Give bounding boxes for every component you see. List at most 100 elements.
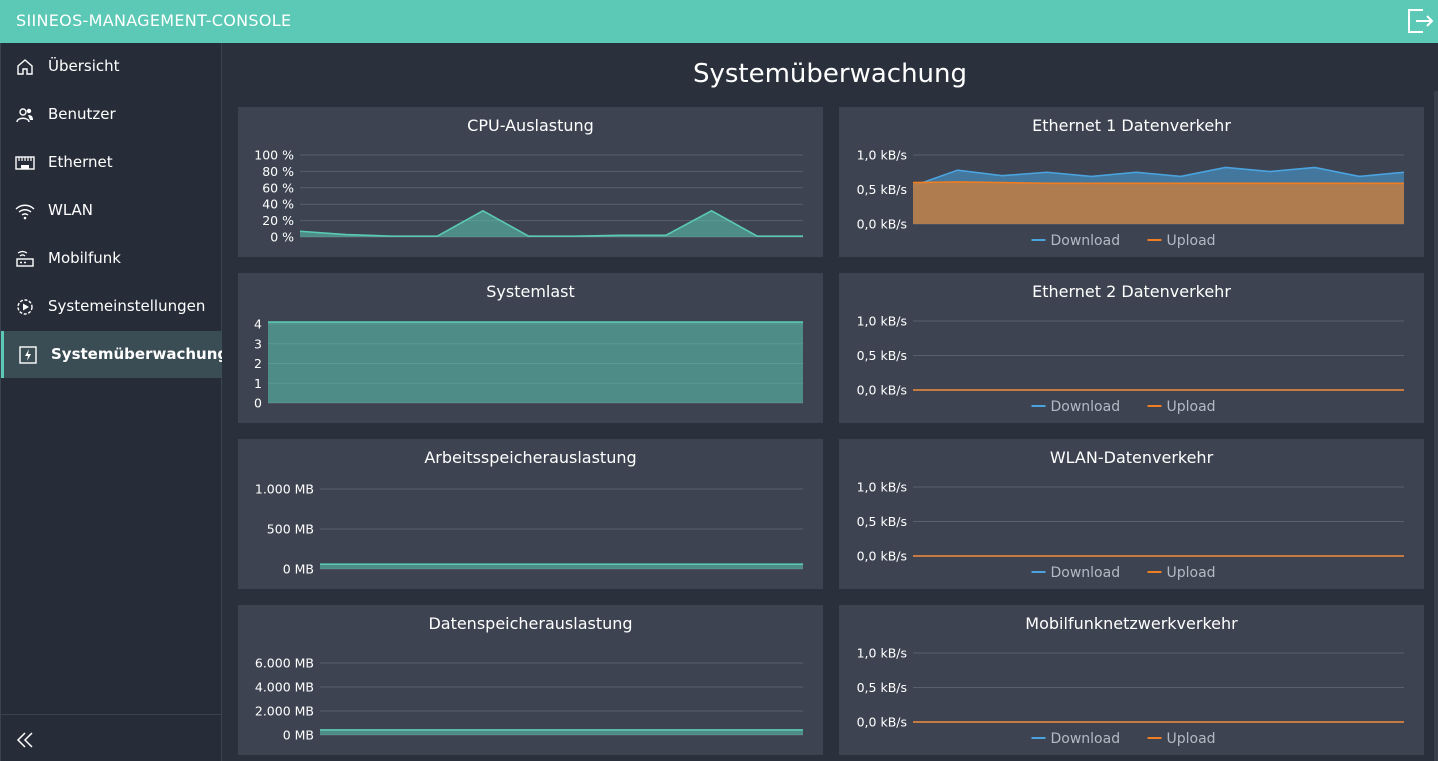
y-tick-label: 1 (254, 376, 262, 391)
y-tick-label: 0,5 kB/s (857, 348, 907, 363)
sidebar-item-label: WLAN (48, 201, 94, 219)
y-tick-label: 80 % (262, 164, 294, 179)
chart-title: Arbeitsspeicherauslastung (424, 448, 637, 467)
chart-card-cpu: CPU-Auslastung 0 % 20 % 40 % 60 % 80 % 100 % (238, 107, 823, 257)
top-bar: SIINEOS-MANAGEMENT-CONSOLE (0, 0, 1438, 43)
series-area-value (300, 210, 803, 237)
y-tick-label: 4 (254, 317, 262, 332)
series-line-value (299, 209, 803, 237)
sidebar-item-uebersicht[interactable]: Übersicht (1, 43, 222, 90)
y-tick-label: 1,0 kB/s (857, 148, 907, 163)
y-tick-label: 1,0 kB/s (857, 480, 907, 495)
legend-label[interactable]: Download (1051, 731, 1121, 747)
chart-title: CPU-Auslastung (467, 116, 594, 135)
y-tick-label: 0,0 kB/s (857, 549, 907, 564)
sidebar-item-label: Übersicht (48, 57, 120, 75)
y-tick-label: 500 MB (267, 522, 314, 537)
series-area-value (320, 729, 803, 735)
legend-label[interactable]: Upload (1167, 399, 1216, 415)
sidebar-item-label: Systemüberwachung (51, 345, 229, 363)
users-icon (16, 108, 33, 123)
legend-label[interactable]: Upload (1167, 565, 1216, 581)
chart-eth2: 0,0 kB/s 0,5 kB/s 1,0 kB/s Download Upload (857, 314, 1404, 415)
y-tick-label: 0 % (270, 230, 294, 245)
chart-systemlast: 0 1 2 3 4 (254, 317, 803, 411)
y-tick-label: 0,5 kB/s (857, 680, 907, 695)
series-area-value (320, 564, 803, 569)
scrollbar[interactable] (1434, 91, 1438, 761)
sidebar-item-label: Ethernet (48, 153, 113, 171)
chart-card-eth2: Ethernet 2 Datenverkehr 0,0 kB/s 0,5 kB/s… (839, 273, 1424, 423)
sidebar-item-label: Systemeinstellungen (48, 297, 206, 315)
chart-card-systemlast: Systemlast 0 1 2 3 4 (238, 273, 823, 423)
series-area-value (268, 322, 803, 403)
y-tick-label: 2 (254, 356, 262, 371)
chart-title: Mobilfunknetzwerkverkehr (1025, 614, 1238, 633)
wifi-icon (15, 204, 35, 220)
settings-icon (17, 299, 33, 315)
sidebar-item-wlan[interactable]: WLAN (1, 187, 222, 234)
y-tick-label: 0,0 kB/s (857, 715, 907, 730)
y-tick-label: 0 MB (283, 728, 314, 743)
chart-ram: 0 MB 500 MB 1.000 MB (255, 482, 803, 577)
main-content: Systemüberwachung CPU-Auslastung 0 % 20 %… (222, 43, 1438, 761)
page-title: Systemüberwachung (692, 59, 968, 89)
chart-cpu: 0 % 20 %40 % 60 %80 %100 % (254, 148, 803, 245)
y-tick-label: 1.000 MB (255, 482, 314, 497)
series-line-download (912, 166, 1405, 187)
y-tick-label: 1,0 kB/s (857, 646, 907, 661)
chart-disk: 0 MB 2.000 MB 4.000 MB 6.000 MB (255, 656, 803, 743)
y-tick-label: 1,0 kB/s (857, 314, 907, 329)
chart-card-wlan: WLAN-Datenverkehr 0,0 kB/s 0,5 kB/s 1,0 kB… (839, 439, 1424, 589)
y-tick-label: 0,0 kB/s (857, 383, 907, 398)
series-area-upload (913, 181, 1404, 224)
chart-card-eth1: Ethernet 1 Datenverkehr 0,0 kB/s 0,5 kB/s… (839, 107, 1424, 257)
ethernet-icon (15, 156, 35, 170)
chart-mobile: 0,0 kB/s 0,5 kB/s 1,0 kB/s Download Upload (857, 646, 1404, 747)
sidebar-divider (1, 714, 222, 715)
chart-card-ram: Arbeitsspeicherauslastung 0 MB 500 MB 1.00… (238, 439, 823, 589)
sidebar-item-label: Benutzer (48, 105, 116, 123)
y-tick-label: 2.000 MB (255, 704, 314, 719)
y-tick-label: 100 % (254, 148, 294, 163)
chart-card-disk: Datenspeicherauslastung 0 MB 2.000 MB 4.00… (238, 605, 823, 755)
sidebar-item-label: Mobilfunk (48, 249, 121, 267)
y-tick-label: 60 % (262, 180, 294, 195)
sidebar-item-systemueberwachung[interactable]: Systemüberwachung (1, 331, 228, 378)
home-icon (17, 59, 33, 75)
y-tick-label: 4.000 MB (255, 680, 314, 695)
chart-title: Systemlast (486, 282, 575, 301)
y-tick-label: 0,5 kB/s (857, 514, 907, 529)
chart-title: Ethernet 2 Datenverkehr (1032, 282, 1231, 301)
legend-label[interactable]: Upload (1167, 233, 1216, 249)
series-line-upload (912, 181, 1404, 185)
sidebar-item-ethernet[interactable]: Ethernet (1, 139, 222, 186)
chart-eth1: 0,0 kB/s 0,5 kB/s 1,0 kB/s Download Upload (857, 148, 1405, 249)
y-tick-label: 0,5 kB/s (857, 182, 907, 197)
legend-label[interactable]: Upload (1167, 731, 1216, 747)
legend-label[interactable]: Download (1051, 233, 1121, 249)
y-tick-label: 0 (254, 396, 262, 411)
sidebar-item-mobilfunk[interactable]: Mobilfunk (1, 235, 222, 282)
router-icon (16, 250, 34, 267)
chart-wlan: 0,0 kB/s 0,5 kB/s 1,0 kB/s Download Upload (857, 480, 1404, 581)
logout-icon[interactable] (1404, 6, 1434, 36)
y-tick-label: 20 % (262, 213, 294, 228)
y-tick-label: 0,0 kB/s (857, 217, 907, 232)
y-tick-label: 6.000 MB (255, 656, 314, 671)
y-tick-label: 40 % (262, 197, 294, 212)
sidebar: Übersicht Benutzer Ethernet WLAN (0, 43, 228, 761)
double-chevron-left-icon[interactable] (15, 729, 37, 751)
y-tick-label: 0 MB (283, 562, 314, 577)
chart-card-mobile: Mobilfunknetzwerkverkehr 0,0 kB/s 0,5 kB/… (839, 605, 1424, 755)
chart-title: Ethernet 1 Datenverkehr (1032, 116, 1231, 135)
legend-label[interactable]: Download (1051, 399, 1121, 415)
monitor-icon (19, 346, 37, 364)
app-title: SIINEOS-MANAGEMENT-CONSOLE (16, 11, 292, 30)
sidebar-item-benutzer[interactable]: Benutzer (1, 91, 222, 138)
chart-title: WLAN-Datenverkehr (1049, 448, 1214, 467)
chart-title: Datenspeicherauslastung (428, 614, 633, 633)
sidebar-item-systemeinstellungen[interactable]: Systemeinstellungen (1, 283, 222, 330)
y-tick-label: 3 (254, 336, 262, 351)
legend-label[interactable]: Download (1051, 565, 1121, 581)
